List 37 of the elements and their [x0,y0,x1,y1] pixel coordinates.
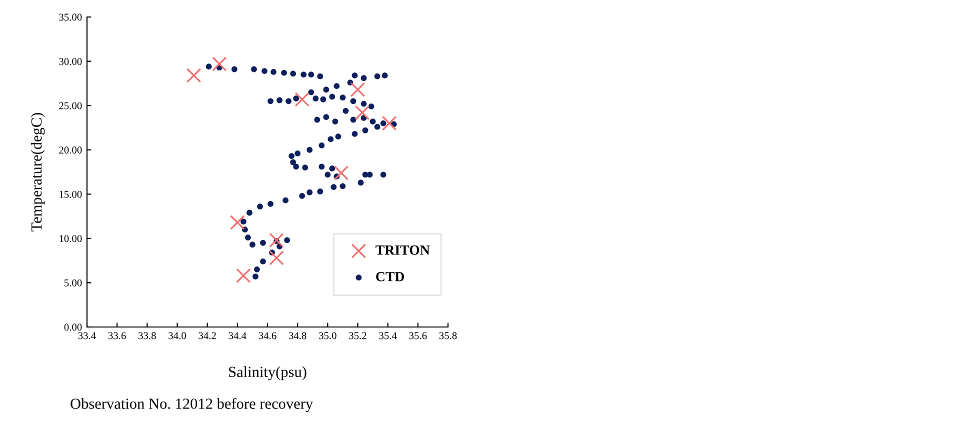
y-tick-label: 35.00 [59,14,82,21]
y-tick-label: 20.00 [59,146,82,154]
point [294,92,310,107]
y-axis-title: Temperature(degC) [30,112,45,232]
point [236,268,251,284]
legend-label: CTD [376,272,404,282]
x-tick-label: 33.6 [108,332,126,340]
point [269,232,284,248]
point [230,215,245,230]
point [350,82,366,98]
point [334,165,349,180]
x-tick-label: 35.6 [409,332,427,340]
y-tick-label: 15.00 [60,190,82,198]
x-tick-label: 35.8 [439,332,457,340]
y-tick-label: 25.00 [59,102,82,110]
x-tick-label: 35.4 [379,332,397,340]
y-tick-label: 10.00 [60,235,82,242]
point [382,116,397,131]
x-tick-label: 34.2 [198,332,216,340]
x-tick-label: 35.0 [319,332,336,340]
point [269,250,284,266]
x-tick-label: 33.4 [78,332,96,340]
y-tick-label: 30.00 [59,58,82,66]
x-tick-label: 34.6 [258,332,276,340]
legend-label: TRITON [376,245,430,255]
x-axis-title: Salinity(psu) [229,366,306,380]
y-tick-label: 5.00 [64,279,82,286]
point [354,105,370,120]
x-tick-label: 34.0 [168,332,186,340]
x-tick-label: 34.8 [288,332,306,340]
x-tick-label: 35.2 [349,332,366,340]
x-tick-label: 34.4 [228,332,246,340]
x-tick-label: 33.8 [138,332,156,340]
point [186,68,202,83]
point [212,56,227,72]
text: Observation No. 12012 before recovery [70,398,314,412]
y-tick-label: 0.00 [64,324,82,331]
